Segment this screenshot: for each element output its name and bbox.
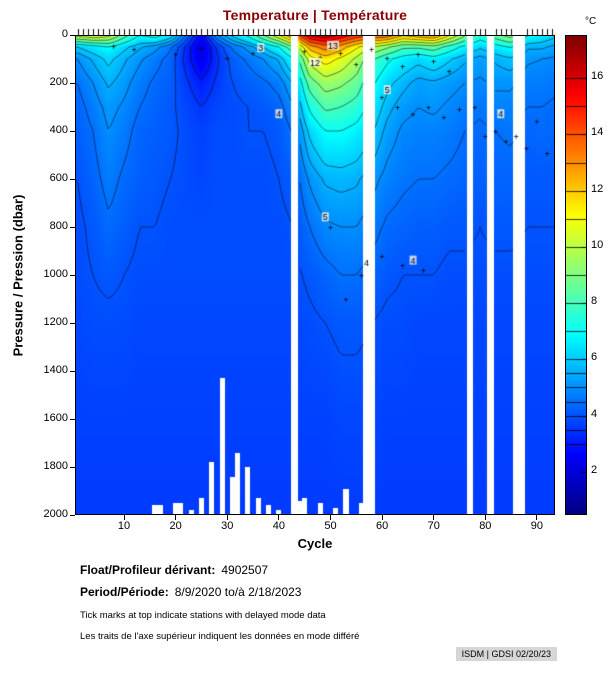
x-tick-label-60: 60 (375, 520, 389, 532)
note-en: Tick marks at top indicate stations with… (80, 610, 326, 621)
period-value: 8/9/2020 to/à 2/18/2023 (174, 585, 302, 599)
colorbar-canvas (565, 35, 587, 515)
y-tick-label-0: 0 (61, 28, 68, 40)
y-tick-label-1800: 1800 (43, 460, 68, 472)
y-tick-label-600: 600 (49, 172, 68, 184)
y-tick-label-400: 400 (49, 124, 68, 136)
y-tick-0 (70, 34, 75, 36)
y-tick-label-1600: 1600 (43, 412, 68, 424)
colorbar-tick-label-16: 16 (591, 70, 604, 83)
y-tick-1000 (70, 274, 75, 276)
colorbar-tick-label-10: 10 (591, 238, 604, 251)
y-tick-label-1200: 1200 (43, 316, 68, 328)
y-axis-label: Pressure / Pression (dbar) (10, 194, 26, 356)
y-tick-1200 (70, 322, 75, 324)
note-fr: Les traits de l'axe supérieur indiquent … (80, 631, 360, 642)
y-tick-label-1400: 1400 (43, 364, 68, 376)
colorbar-tick-label-8: 8 (591, 295, 598, 308)
y-tick-800 (70, 226, 75, 228)
x-tick-40 (278, 515, 280, 520)
x-tick-80 (484, 515, 486, 520)
x-tick-50 (329, 515, 331, 520)
credit-stamp: ISDM | GDSI 02/20/23 (455, 647, 557, 661)
x-tick-90 (536, 515, 538, 520)
y-tick-label-2000: 2000 (43, 508, 68, 520)
x-tick-label-90: 90 (530, 520, 544, 532)
x-tick-30 (226, 515, 228, 520)
colorbar-tick-label-14: 14 (591, 126, 604, 139)
colorbar-tick-label-6: 6 (591, 351, 598, 364)
y-tick-label-800: 800 (49, 220, 68, 232)
colorbar-tick-label-2: 2 (591, 463, 598, 476)
y-tick-1600 (70, 418, 75, 420)
x-tick-60 (381, 515, 383, 520)
y-tick-label-200: 200 (49, 76, 68, 88)
x-tick-10 (123, 515, 125, 520)
x-tick-label-30: 30 (221, 520, 234, 532)
y-tick-400 (70, 130, 75, 132)
y-tick-1800 (70, 466, 75, 468)
colorbar-unit-label: °C (585, 16, 597, 27)
float-id-value: 4902507 (221, 563, 269, 577)
period-label: Period/Période: (80, 585, 169, 599)
heatmap-canvas (75, 35, 555, 515)
period-line: Period/Période: 8/9/2020 to/à 2/18/2023 (80, 585, 301, 599)
y-tick-2000 (70, 514, 75, 516)
delayed-mode-ticks-canvas (75, 27, 555, 35)
x-tick-label-20: 20 (169, 520, 182, 532)
y-tick-200 (70, 82, 75, 84)
x-tick-label-40: 40 (272, 520, 285, 532)
plot-title: Temperature | Température (222, 7, 408, 23)
x-tick-70 (433, 515, 435, 520)
float-id-label: Float/Profileur dérivant: (80, 563, 216, 577)
x-tick-label-50: 50 (324, 520, 337, 532)
float-id-line: Float/Profileur dérivant: 4902507 (80, 563, 268, 577)
colorbar-tick-label-4: 4 (591, 407, 598, 420)
x-tick-20 (175, 515, 177, 520)
x-tick-label-80: 80 (479, 520, 492, 532)
colorbar-tick-label-12: 12 (591, 182, 604, 195)
x-axis-label: Cycle (297, 536, 333, 551)
x-tick-label-70: 70 (427, 520, 440, 532)
y-tick-600 (70, 178, 75, 180)
y-tick-label-1000: 1000 (43, 268, 68, 280)
x-tick-label-10: 10 (117, 520, 131, 532)
y-tick-1400 (70, 370, 75, 372)
